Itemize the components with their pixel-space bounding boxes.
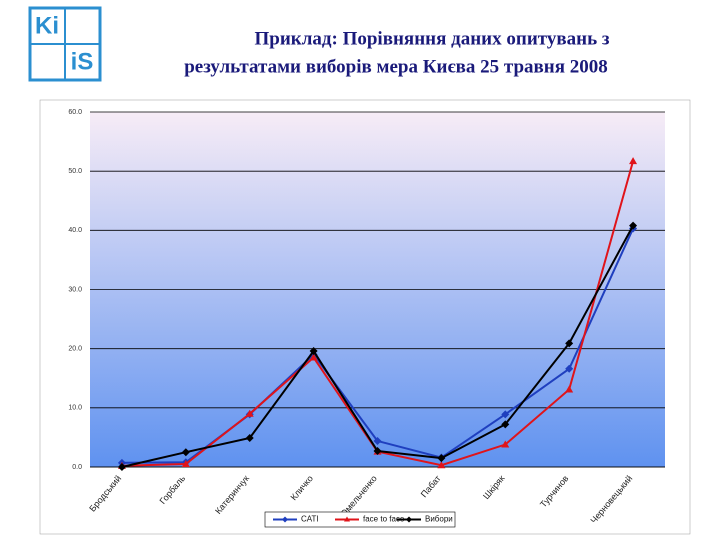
marker <box>565 385 574 393</box>
marker <box>373 436 382 445</box>
y-tick-label: 30.0 <box>68 286 82 293</box>
legend-marker <box>344 516 350 522</box>
marker <box>309 347 318 356</box>
marker <box>565 339 574 348</box>
marker <box>501 420 510 429</box>
chart-title: результатами виборів мера Києва 25 травн… <box>184 56 608 77</box>
logo-text: Ki <box>35 12 59 39</box>
marker <box>373 447 382 456</box>
marker <box>245 409 254 417</box>
y-tick-label: 10.0 <box>68 405 82 412</box>
marker <box>437 454 446 463</box>
y-tick-label: 20.0 <box>68 346 82 353</box>
marker <box>245 434 254 443</box>
marker <box>501 440 510 448</box>
marker <box>629 157 638 165</box>
legend-label: Вибори <box>425 515 453 524</box>
legend-box <box>264 511 456 528</box>
marker <box>437 461 446 469</box>
marker <box>309 353 318 361</box>
legend-marker <box>406 516 412 523</box>
y-tick-label: 40.0 <box>68 227 82 234</box>
logo-text: iS <box>71 48 94 75</box>
legend-marker <box>282 516 288 523</box>
logo: Ki iS <box>28 6 102 82</box>
y-tick-label: 0.0 <box>72 464 82 471</box>
marker <box>181 448 190 457</box>
legend-label: face to face <box>363 515 405 524</box>
marker <box>565 364 574 373</box>
chart-title: Приклад: Порівняння даних опитувань з <box>255 28 610 49</box>
y-tick-label: 60.0 <box>68 109 82 116</box>
marker <box>629 221 638 230</box>
marker <box>501 410 510 419</box>
y-tick-label: 50.0 <box>68 168 82 175</box>
marker <box>117 463 126 471</box>
legend-label: CATI <box>301 515 319 524</box>
marker <box>181 460 190 468</box>
